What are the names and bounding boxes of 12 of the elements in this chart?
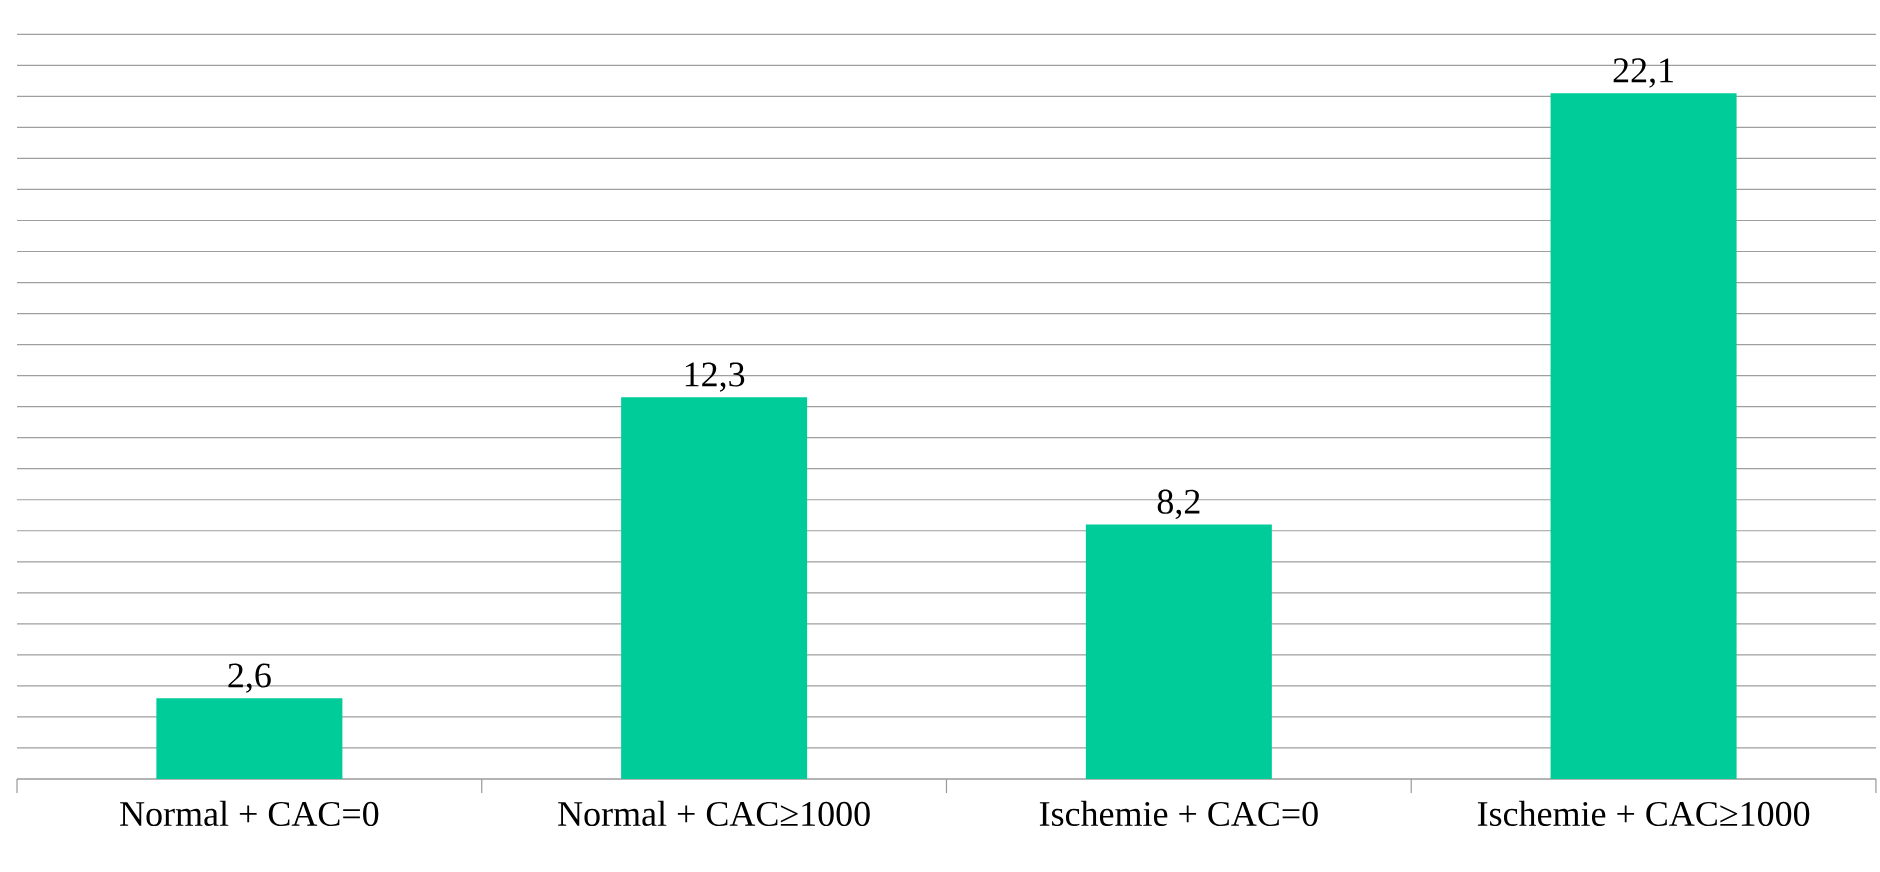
x-tick-label: Ischemie + CAC=0 — [1039, 800, 1318, 827]
bar — [1085, 524, 1272, 779]
data-label: 22,1 — [1613, 58, 1673, 88]
x-tick-label: Normal + CAC=0 — [120, 800, 379, 827]
bar — [621, 397, 808, 779]
x-tick-label: Ischemie + CAC≥1000 — [1477, 800, 1810, 827]
data-label: 8,2 — [1157, 489, 1200, 520]
x-tick-label: Normal + CAC≥1000 — [558, 800, 870, 827]
bar — [156, 698, 343, 779]
data-label: 12,3 — [685, 362, 745, 392]
bar — [1550, 93, 1737, 779]
data-label: 2,6 — [228, 663, 271, 693]
